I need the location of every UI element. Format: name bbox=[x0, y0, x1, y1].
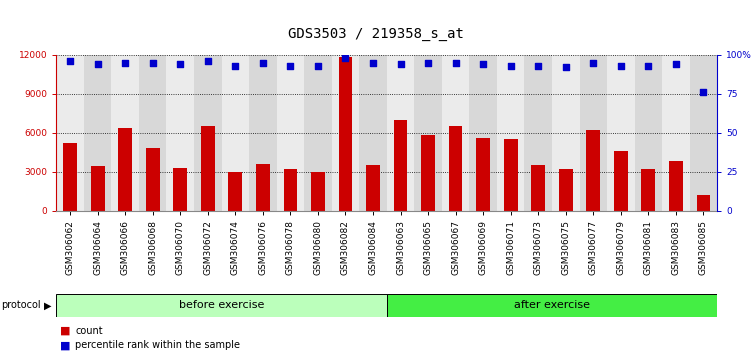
Bar bbox=[669, 161, 683, 211]
Bar bbox=[194, 55, 222, 211]
Bar bbox=[504, 139, 517, 211]
Point bbox=[450, 60, 462, 65]
Bar bbox=[387, 55, 415, 211]
Point bbox=[587, 60, 599, 65]
Text: protocol: protocol bbox=[1, 300, 41, 310]
Bar bbox=[111, 55, 139, 211]
Text: ▶: ▶ bbox=[44, 300, 51, 310]
Bar bbox=[696, 195, 710, 211]
Point bbox=[257, 60, 269, 65]
Point bbox=[422, 60, 434, 65]
Point bbox=[174, 61, 186, 67]
Point bbox=[229, 63, 241, 69]
Bar bbox=[415, 55, 442, 211]
Bar bbox=[249, 55, 276, 211]
Text: before exercise: before exercise bbox=[179, 300, 264, 310]
Bar bbox=[56, 55, 84, 211]
Bar bbox=[91, 166, 104, 211]
Bar bbox=[662, 55, 689, 211]
Bar bbox=[332, 55, 359, 211]
Bar bbox=[641, 169, 655, 211]
Bar bbox=[63, 143, 77, 211]
Point bbox=[670, 61, 682, 67]
Bar bbox=[469, 55, 497, 211]
Bar bbox=[614, 151, 628, 211]
Bar bbox=[228, 172, 242, 211]
Bar bbox=[442, 55, 469, 211]
Point bbox=[532, 63, 544, 69]
Point bbox=[367, 60, 379, 65]
Bar bbox=[387, 294, 717, 317]
Bar bbox=[635, 55, 662, 211]
Bar bbox=[222, 55, 249, 211]
Bar bbox=[311, 172, 324, 211]
Bar bbox=[256, 164, 270, 211]
Point bbox=[285, 63, 297, 69]
Point bbox=[615, 63, 627, 69]
Bar bbox=[84, 55, 111, 211]
Text: count: count bbox=[75, 326, 103, 336]
Point bbox=[92, 61, 104, 67]
Text: ■: ■ bbox=[60, 326, 71, 336]
Bar bbox=[607, 55, 635, 211]
Point bbox=[698, 90, 710, 95]
Point bbox=[146, 60, 158, 65]
Bar bbox=[167, 55, 194, 211]
Bar bbox=[173, 168, 187, 211]
Point bbox=[394, 61, 406, 67]
Point bbox=[477, 61, 489, 67]
Bar bbox=[339, 57, 352, 211]
Point bbox=[339, 55, 351, 61]
Bar bbox=[421, 135, 435, 211]
Bar bbox=[304, 55, 332, 211]
Bar bbox=[497, 55, 524, 211]
Bar bbox=[276, 55, 304, 211]
Bar bbox=[139, 55, 167, 211]
Bar bbox=[119, 127, 132, 211]
Bar bbox=[580, 55, 607, 211]
Bar bbox=[449, 126, 463, 211]
Bar bbox=[524, 55, 552, 211]
Point bbox=[505, 63, 517, 69]
Bar bbox=[689, 55, 717, 211]
Text: ■: ■ bbox=[60, 340, 71, 350]
Bar bbox=[559, 169, 572, 211]
Bar bbox=[146, 148, 159, 211]
Bar bbox=[394, 120, 407, 211]
Bar bbox=[283, 169, 297, 211]
Text: percentile rank within the sample: percentile rank within the sample bbox=[75, 340, 240, 350]
Bar bbox=[476, 138, 490, 211]
Bar bbox=[366, 165, 380, 211]
Point bbox=[202, 58, 214, 64]
Bar bbox=[531, 165, 545, 211]
Bar bbox=[552, 55, 580, 211]
Point bbox=[559, 64, 572, 70]
Point bbox=[64, 58, 76, 64]
Bar bbox=[587, 130, 600, 211]
Point bbox=[312, 63, 324, 69]
Point bbox=[642, 63, 654, 69]
Text: GDS3503 / 219358_s_at: GDS3503 / 219358_s_at bbox=[288, 27, 463, 41]
Bar bbox=[56, 294, 387, 317]
Bar bbox=[201, 126, 215, 211]
Text: after exercise: after exercise bbox=[514, 300, 590, 310]
Point bbox=[119, 60, 131, 65]
Bar bbox=[359, 55, 387, 211]
